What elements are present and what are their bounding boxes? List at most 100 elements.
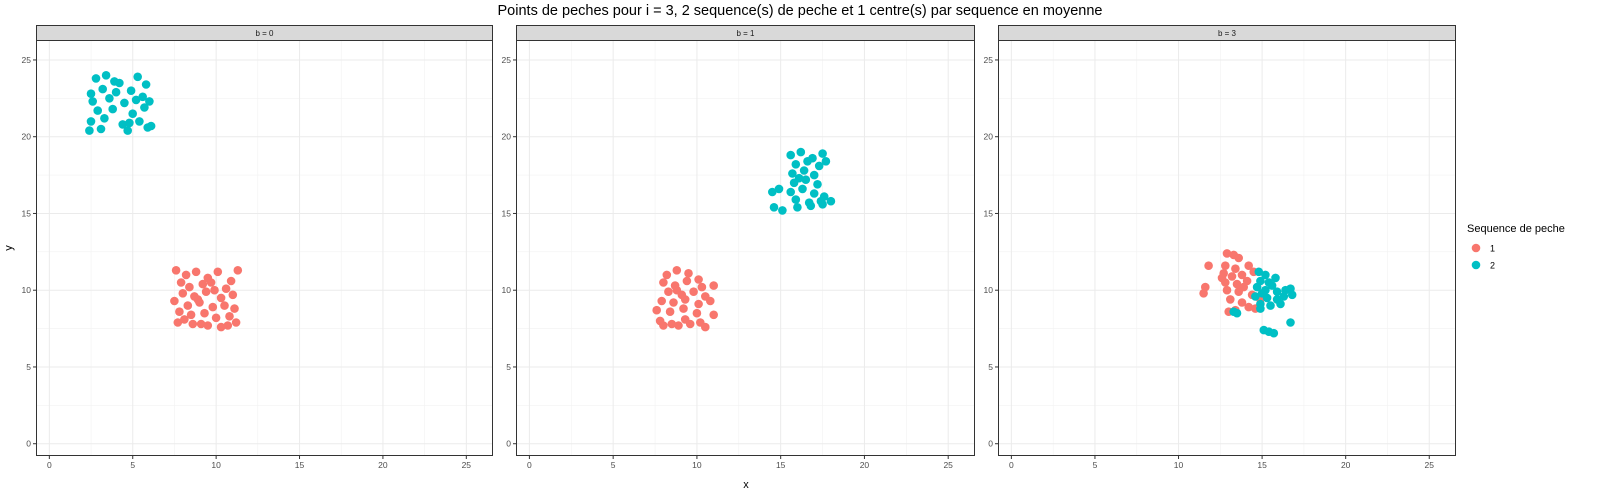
- data-point-series-1: [176, 278, 186, 287]
- data-point-series-1: [689, 287, 698, 297]
- x-tick-label: 5: [611, 460, 616, 470]
- data-point-series-2: [100, 114, 109, 123]
- data-point-series-1: [1217, 273, 1227, 283]
- data-point-series-1: [652, 305, 661, 315]
- data-point-series-2: [1286, 318, 1295, 327]
- data-point-series-1: [233, 266, 243, 275]
- y-tick-label: 5: [506, 362, 511, 372]
- data-point-series-2: [1261, 270, 1270, 280]
- data-point-series-1: [1227, 272, 1237, 281]
- data-point-series-1: [226, 276, 236, 286]
- data-point-series-2: [1257, 289, 1267, 298]
- x-tick-label: 0: [527, 460, 532, 470]
- data-point-series-1: [170, 296, 179, 306]
- data-point-series-1: [672, 285, 682, 295]
- data-point-series-1: [230, 304, 239, 313]
- data-point-series-1: [684, 269, 693, 278]
- data-point-series-1: [682, 276, 692, 286]
- facet-strip: [36, 25, 493, 41]
- data-point-series-1: [173, 318, 183, 327]
- data-point-series-2: [118, 120, 127, 129]
- data-point-series-1: [191, 267, 201, 277]
- y-tick-label: 5: [26, 362, 31, 372]
- data-point-series-2: [801, 175, 811, 184]
- data-point-series-2: [93, 106, 102, 115]
- data-point-series-1: [709, 281, 718, 290]
- data-point-series-2: [1232, 308, 1242, 318]
- x-tick-label: 0: [47, 460, 52, 470]
- x-axis-title: x: [743, 479, 749, 491]
- data-point-series-2: [88, 97, 97, 106]
- data-point-series-1: [1222, 249, 1232, 258]
- data-point-series-2: [1267, 281, 1277, 290]
- y-tick-label: 0: [26, 439, 31, 449]
- data-point-series-1: [181, 270, 191, 280]
- data-point-series-2: [1276, 299, 1285, 309]
- data-point-series-1: [685, 319, 695, 329]
- data-point-series-1: [692, 308, 702, 318]
- data-point-series-1: [701, 322, 710, 332]
- data-point-series-2: [143, 123, 152, 132]
- data-point-series-2: [786, 150, 795, 160]
- y-tick-label: 25: [22, 55, 32, 65]
- data-point-series-1: [672, 266, 682, 275]
- data-point-series-2: [98, 84, 107, 94]
- data-point-series-2: [794, 173, 804, 183]
- data-point-series-2: [91, 74, 101, 83]
- data-point-series-1: [220, 301, 229, 310]
- data-point-series-1: [1221, 261, 1230, 271]
- data-point-series-1: [662, 270, 672, 280]
- data-point-series-2: [778, 206, 787, 215]
- x-tick-label: 15: [776, 460, 786, 470]
- panel-background: [516, 40, 975, 456]
- data-point-series-1: [659, 278, 668, 287]
- data-point-series-1: [665, 307, 675, 317]
- y-tick-label: 15: [502, 208, 512, 218]
- data-point-series-1: [221, 284, 231, 294]
- data-point-series-2: [123, 126, 132, 135]
- data-point-series-2: [791, 195, 801, 204]
- data-point-series-1: [196, 319, 206, 329]
- data-point-series-2: [768, 187, 777, 197]
- data-point-series-2: [96, 124, 106, 134]
- data-point-series-2: [818, 200, 827, 209]
- data-point-series-1: [679, 304, 688, 313]
- data-point-series-2: [105, 94, 114, 103]
- y-tick-label: 0: [506, 439, 511, 449]
- data-point-series-1: [674, 321, 683, 330]
- data-point-series-1: [183, 301, 193, 310]
- data-point-series-1: [180, 315, 189, 324]
- y-tick-label: 20: [502, 132, 512, 142]
- data-point-series-2: [788, 169, 797, 178]
- x-tick-label: 20: [860, 460, 870, 470]
- data-point-series-1: [1199, 289, 1208, 298]
- data-point-series-2: [125, 118, 134, 128]
- data-point-series-2: [141, 80, 151, 89]
- data-point-series-2: [793, 203, 802, 212]
- data-point-series-2: [120, 98, 129, 108]
- data-point-series-2: [809, 189, 819, 198]
- data-point-series-2: [806, 201, 816, 211]
- data-point-series-2: [803, 157, 812, 166]
- x-tick-label: 10: [211, 460, 221, 470]
- data-point-series-1: [178, 289, 188, 298]
- data-point-series-1: [1231, 264, 1240, 274]
- data-point-series-1: [231, 318, 241, 327]
- data-point-series-2: [128, 109, 137, 118]
- data-point-series-2: [1252, 282, 1262, 292]
- data-point-series-2: [798, 184, 807, 194]
- y-tick-label: 10: [502, 285, 512, 295]
- x-tick-label: 25: [1425, 460, 1435, 470]
- chart-title: Points de peches pour i = 3, 2 sequence(…: [497, 3, 1103, 19]
- data-point-series-1: [210, 285, 219, 295]
- x-tick-label: 15: [1257, 460, 1267, 470]
- data-point-series-2: [814, 161, 824, 171]
- data-point-series-2: [108, 104, 117, 114]
- data-point-series-1: [694, 299, 703, 309]
- data-point-series-2: [774, 184, 784, 194]
- data-point-series-1: [667, 319, 677, 329]
- facet-strip-label: b = 0: [255, 29, 274, 38]
- data-point-series-2: [140, 103, 149, 112]
- data-point-series-1: [1234, 253, 1243, 263]
- x-tick-label: 15: [295, 460, 305, 470]
